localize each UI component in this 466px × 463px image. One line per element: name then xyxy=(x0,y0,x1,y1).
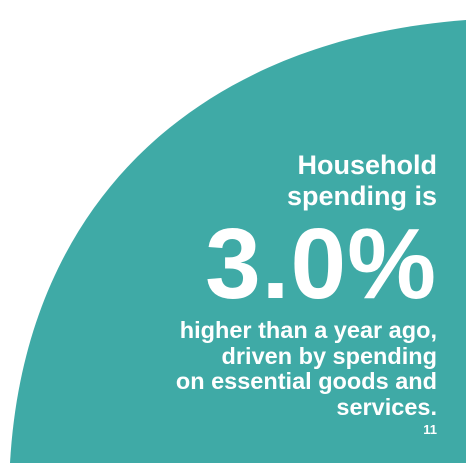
stat-intro: Household spending is xyxy=(287,150,437,212)
footnote-marker: 11 xyxy=(423,422,437,437)
stat-description-line: higher than a year ago, xyxy=(179,317,437,343)
stat-description-line: driven by spending xyxy=(221,342,437,369)
stat-description-line: on essential goods and xyxy=(175,368,437,394)
stat-description-last-line: services. 11 xyxy=(176,393,437,446)
stat-description: higher than a year ago, driven by spendi… xyxy=(175,317,437,446)
stat-intro-line: Household xyxy=(297,150,438,180)
stat-intro-line: spending is xyxy=(286,181,437,211)
stat-value: 3.0% xyxy=(205,208,437,320)
stat-description-line: services. xyxy=(336,393,437,420)
